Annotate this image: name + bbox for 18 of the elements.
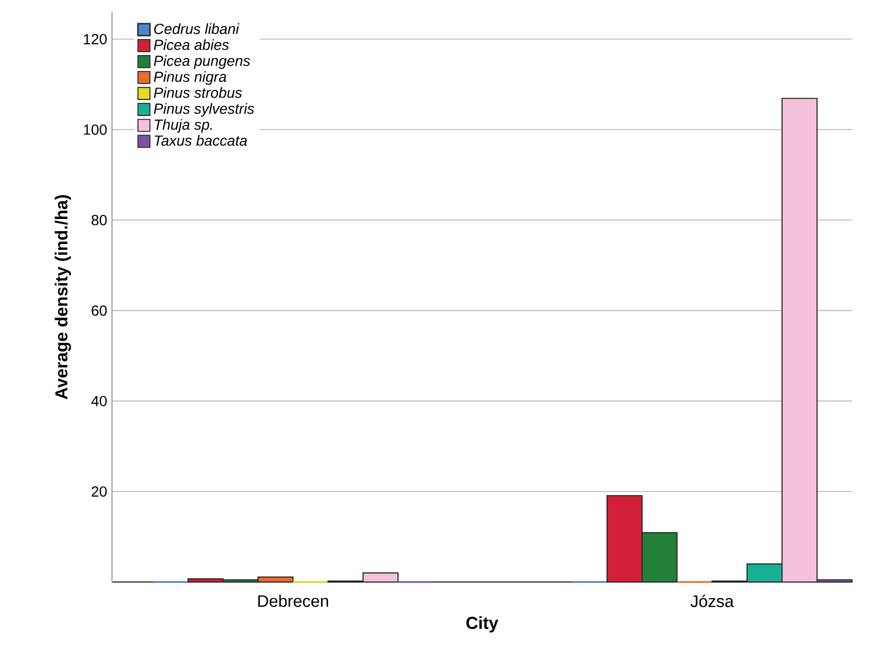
- legend-label: Pinus sylvestris: [154, 103, 254, 117]
- y-tick-label: 40: [91, 396, 107, 406]
- x-tick-label: Józsa: [690, 594, 734, 608]
- y-tick-label: 60: [92, 305, 107, 316]
- legend-label: Picea pungens: [154, 55, 250, 69]
- legend-label: Thuja sp.: [154, 119, 212, 133]
- legend-label: Taxus baccata: [154, 135, 247, 146]
- legend-label: Picea abies: [154, 39, 229, 50]
- y-tick-label: 120: [84, 34, 107, 44]
- y-tick-label: 20: [92, 486, 107, 497]
- y-tick-label: 80: [92, 214, 107, 226]
- legend-label: Pinus strobus: [154, 87, 242, 98]
- legend-label: Cedrus libani: [154, 23, 240, 34]
- x-tick-label: Debrecen: [258, 594, 328, 607]
- x-axis-title: City: [466, 616, 498, 632]
- legend-label: Pinus nigra: [154, 71, 226, 85]
- y-axis-title: Average density (ind./ha): [54, 195, 72, 400]
- y-tick-label: 100: [84, 124, 107, 135]
